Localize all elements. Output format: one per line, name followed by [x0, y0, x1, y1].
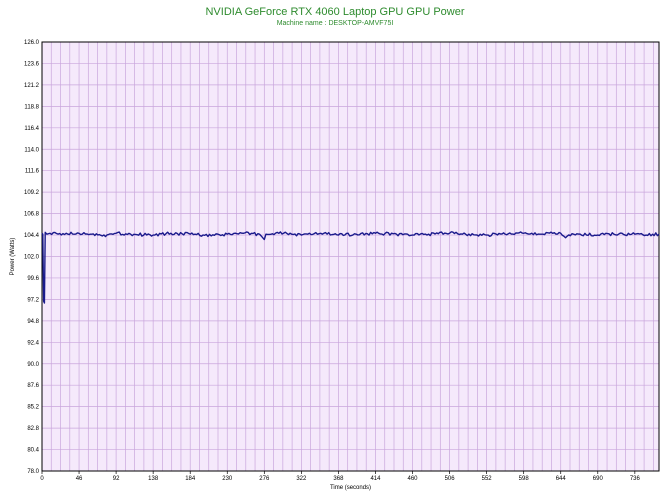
y-tick-label: 90.0	[27, 362, 39, 368]
y-tick-label: 109.2	[24, 190, 40, 196]
x-tick-label: 644	[556, 476, 567, 482]
chart-subtitle: Machine name : DESKTOP-AMVF75I	[276, 20, 394, 27]
y-tick-label: 126.0	[24, 40, 40, 46]
x-tick-label: 414	[370, 476, 381, 482]
x-tick-labels: 0 46 92 138 184 230 276 322 368 414 460 506 552 598 64…	[40, 471, 641, 482]
y-tick-label: 85.2	[27, 405, 39, 411]
y-tick-label: 102.0	[24, 255, 40, 261]
y-tick-label: 114.0	[24, 147, 39, 153]
x-axis-label: Time (seconds)	[330, 485, 371, 491]
y-tick-labels: 126.0 123.6 121.2 118.8 116.4 114.0 111.6 109.2…	[24, 40, 40, 475]
series-line	[41, 231, 660, 304]
series-group	[41, 231, 660, 304]
x-tick-label: 92	[113, 476, 120, 482]
y-tick-label: 82.8	[27, 426, 39, 432]
x-tick-label: 506	[445, 476, 456, 482]
y-tick-label: 97.2	[27, 297, 39, 303]
x-tick-label: 552	[482, 476, 493, 482]
x-tick-label: 690	[593, 476, 604, 482]
y-axis-label: Power (Watts)	[10, 238, 16, 276]
y-tick-label: 80.4	[27, 448, 39, 454]
y-tick-label: 118.8	[24, 104, 39, 110]
x-tick-label: 46	[76, 476, 83, 482]
x-tick-label: 598	[519, 476, 530, 482]
y-tick-label: 99.6	[27, 276, 39, 282]
y-tick-label: 121.2	[24, 83, 40, 89]
chart-title: NVIDIA GeForce RTX 4060 Laptop GPU GPU P…	[205, 6, 465, 18]
x-tick-label: 230	[222, 476, 233, 482]
y-tick-label: 92.4	[27, 340, 39, 346]
y-tick-label: 116.4	[24, 126, 39, 132]
y-tick-label: 94.8	[27, 319, 39, 325]
x-tick-label: 0	[40, 476, 44, 482]
y-tick-label: 78.0	[27, 469, 39, 475]
x-tick-label: 184	[185, 476, 196, 482]
x-tick-label: 322	[296, 476, 307, 482]
y-tick-label: 111.6	[25, 169, 40, 175]
x-tick-label: 138	[148, 476, 159, 482]
y-tick-label: 104.4	[24, 233, 40, 239]
plot-frame	[41, 41, 660, 472]
y-tick-label: 106.8	[24, 212, 40, 218]
x-tick-label: 368	[333, 476, 344, 482]
x-tick-label: 460	[408, 476, 419, 482]
y-tick-label: 123.6	[24, 61, 40, 67]
x-tick-label: 276	[259, 476, 270, 482]
y-tick-label: 87.6	[27, 383, 39, 389]
grid-lines	[42, 41, 659, 472]
x-tick-label: 736	[630, 476, 641, 482]
